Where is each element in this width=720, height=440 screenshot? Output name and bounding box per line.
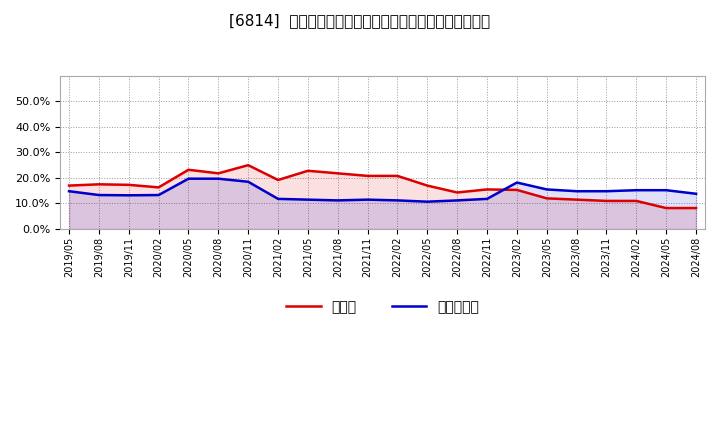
有利子負債 [692, 191, 701, 196]
有利子負債 [274, 196, 282, 202]
有利子負債 [602, 189, 611, 194]
現頲金 [304, 168, 312, 173]
有利子負債 [453, 198, 462, 203]
有利子負債 [393, 198, 402, 203]
現頲金 [572, 197, 581, 202]
現頲金 [364, 173, 372, 179]
現頲金 [692, 205, 701, 211]
現頲金 [274, 177, 282, 183]
有利子負債 [572, 189, 581, 194]
有利子負債 [364, 197, 372, 202]
現頲金 [154, 185, 163, 190]
現頲金 [453, 190, 462, 195]
有利子負債 [94, 192, 103, 198]
有利子負債 [423, 199, 432, 204]
現頲金 [65, 183, 73, 188]
現頲金 [94, 182, 103, 187]
現頲金 [662, 205, 670, 211]
現頲金 [125, 182, 133, 187]
有利子負債 [65, 189, 73, 194]
現頲金 [244, 162, 253, 168]
有利子負債 [333, 198, 342, 203]
現頲金 [513, 187, 521, 193]
現頲金 [393, 173, 402, 179]
現頲金 [214, 171, 222, 176]
現頲金 [423, 183, 432, 188]
有利子負債 [513, 180, 521, 185]
Line: 有利子負債: 有利子負債 [69, 179, 696, 202]
現頲金 [542, 196, 551, 201]
有利子負債 [125, 193, 133, 198]
現頲金 [482, 187, 491, 192]
Text: [6814]  現頲金、有利子負債の総資産に対する比率の推移: [6814] 現頲金、有利子負債の総資産に対する比率の推移 [230, 13, 490, 28]
有利子負債 [184, 176, 193, 181]
有利子負債 [662, 187, 670, 193]
有利子負債 [632, 187, 641, 193]
現頲金 [632, 198, 641, 204]
有利子負債 [154, 192, 163, 198]
有利子負債 [214, 176, 222, 181]
Legend: 現頲金, 有利子負債: 現頲金, 有利子負債 [280, 294, 485, 319]
Line: 現頲金: 現頲金 [69, 165, 696, 208]
有利子負債 [482, 196, 491, 202]
有利子負債 [244, 179, 253, 184]
現頲金 [184, 167, 193, 172]
現頲金 [602, 198, 611, 204]
現頲金 [333, 171, 342, 176]
有利子負債 [304, 197, 312, 202]
有利子負債 [542, 187, 551, 192]
